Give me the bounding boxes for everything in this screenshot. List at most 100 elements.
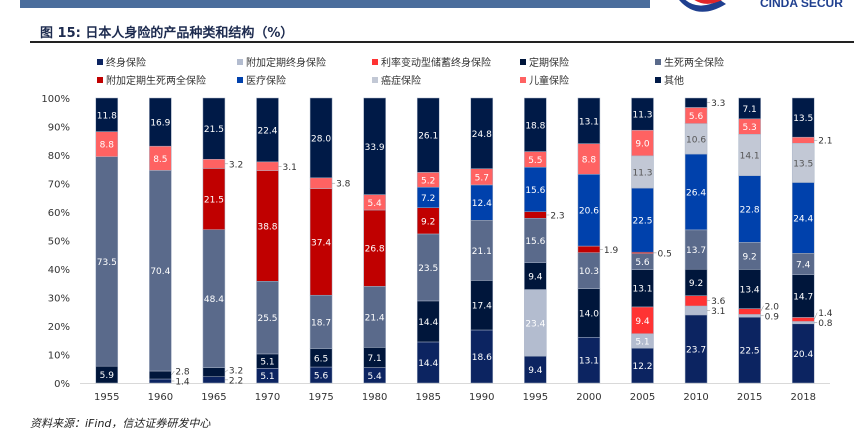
bar-segment <box>738 308 761 315</box>
bar-segment <box>149 370 172 380</box>
y-tick-label: 80% <box>48 151 70 162</box>
data-label: 14.4 <box>418 359 438 369</box>
data-label: 13.1 <box>632 285 652 295</box>
data-label: 9.4 <box>635 317 650 327</box>
data-label: 5.1 <box>260 358 274 368</box>
data-label: 13.1 <box>579 117 599 127</box>
bar-segment <box>791 97 815 138</box>
legend-swatch <box>372 76 378 83</box>
data-label: 13.1 <box>579 357 599 367</box>
x-tick-label: 1980 <box>362 392 387 403</box>
header-band <box>20 0 650 8</box>
data-label: 9.0 <box>635 140 650 150</box>
x-tick-label: 2010 <box>683 392 708 403</box>
data-label: 9.2 <box>689 279 703 289</box>
bar-segment <box>202 159 226 169</box>
y-tick-label: 100% <box>41 94 70 105</box>
data-label: 7.1 <box>742 105 756 115</box>
data-label: 0.8 <box>818 319 833 329</box>
legend-label: 附加定期生死两全保险 <box>106 76 206 87</box>
bar-segment <box>791 136 815 144</box>
label-leader-line <box>760 305 764 312</box>
legend-item: 附加定期生死两全保险 <box>97 72 206 87</box>
data-label: 18.6 <box>472 353 492 363</box>
legend-item: 利率变动型储蓄终身保险 <box>372 54 491 69</box>
data-label: 22.8 <box>740 206 760 216</box>
data-label: 13.5 <box>793 114 813 124</box>
data-label: 5.6 <box>314 372 329 382</box>
data-label: 8.5 <box>153 155 167 165</box>
legend-item: 其他 <box>655 72 684 87</box>
bar-segment <box>149 378 172 384</box>
legend-swatch <box>655 58 661 65</box>
data-label: 11.3 <box>632 168 652 178</box>
legend-label: 其他 <box>664 76 684 87</box>
x-tick-label: 1965 <box>201 392 226 403</box>
legend-label: 儿童保险 <box>529 76 569 87</box>
legend-swatch <box>372 58 378 65</box>
data-label: 25.5 <box>257 314 277 324</box>
data-label: 13.4 <box>740 285 760 295</box>
bar-segment <box>309 97 333 179</box>
data-label: 11.8 <box>97 111 117 121</box>
data-label: 11.3 <box>632 111 652 121</box>
data-label: 28.0 <box>311 134 331 144</box>
data-label: 21.5 <box>204 125 224 135</box>
data-label: 21.1 <box>472 247 492 257</box>
legend-label: 医疗保险 <box>246 76 286 87</box>
data-label: 26.4 <box>686 188 706 198</box>
bar-segment <box>363 97 386 195</box>
bar-segment <box>684 305 708 316</box>
y-tick-label: 0% <box>54 379 70 390</box>
y-tick-label: 50% <box>48 237 70 248</box>
y-tick-label: 90% <box>48 123 70 134</box>
data-label: 37.4 <box>311 238 331 248</box>
legend-label: 附加定期终身保险 <box>246 58 326 69</box>
data-label: 5.1 <box>260 372 274 382</box>
y-tick-label: 10% <box>48 351 70 362</box>
bar-segment <box>470 97 494 169</box>
data-label: 2.0 <box>765 302 780 312</box>
data-label: 10.3 <box>579 267 599 277</box>
data-label: 24.8 <box>472 130 492 140</box>
x-tick-label: 1985 <box>415 392 440 403</box>
data-label: 5.5 <box>528 156 542 166</box>
x-tick-label: 2018 <box>790 392 815 403</box>
title-divider <box>30 41 854 43</box>
data-label: 7.2 <box>421 194 435 204</box>
data-label: 9.2 <box>742 252 756 262</box>
data-label: 24.4 <box>793 214 813 224</box>
legend-label: 癌症保险 <box>381 76 421 87</box>
bar-segment <box>577 245 601 253</box>
data-label: 48.4 <box>204 295 224 305</box>
bar-segment <box>95 97 119 132</box>
bar-segment <box>524 97 547 152</box>
legend-label: 利率变动型储蓄终身保险 <box>381 58 491 69</box>
legend-item: 终身保险 <box>97 54 146 69</box>
label-leader-line <box>224 369 229 373</box>
data-label: 16.9 <box>150 119 170 129</box>
data-label: 21.5 <box>204 196 224 206</box>
y-tick-label: 60% <box>48 208 70 219</box>
data-label: 17.4 <box>472 302 492 312</box>
x-tick-label: 1975 <box>308 392 333 403</box>
legend-item: 定期保险 <box>520 54 569 69</box>
x-tick-label: 2000 <box>576 392 601 403</box>
y-tick-label: 70% <box>48 180 70 191</box>
x-tick-label: 1990 <box>469 392 494 403</box>
x-tick-label: 1960 <box>148 392 173 403</box>
legend-label: 定期保险 <box>529 58 569 69</box>
data-label: 12.4 <box>472 199 492 209</box>
y-tick-label: 40% <box>48 265 70 276</box>
legend-item: 附加定期终身保险 <box>237 54 326 69</box>
data-label: 26.1 <box>418 132 438 142</box>
data-label: 3.2 <box>229 366 243 376</box>
data-label: 23.5 <box>418 264 438 274</box>
y-tick-label: 20% <box>48 322 70 333</box>
data-label: 3.6 <box>711 297 726 307</box>
legend-swatch <box>655 76 661 83</box>
label-leader-line <box>813 312 818 320</box>
x-tick-label: 1955 <box>94 392 119 403</box>
data-label: 5.7 <box>475 173 489 183</box>
data-label: 5.6 <box>689 112 704 122</box>
